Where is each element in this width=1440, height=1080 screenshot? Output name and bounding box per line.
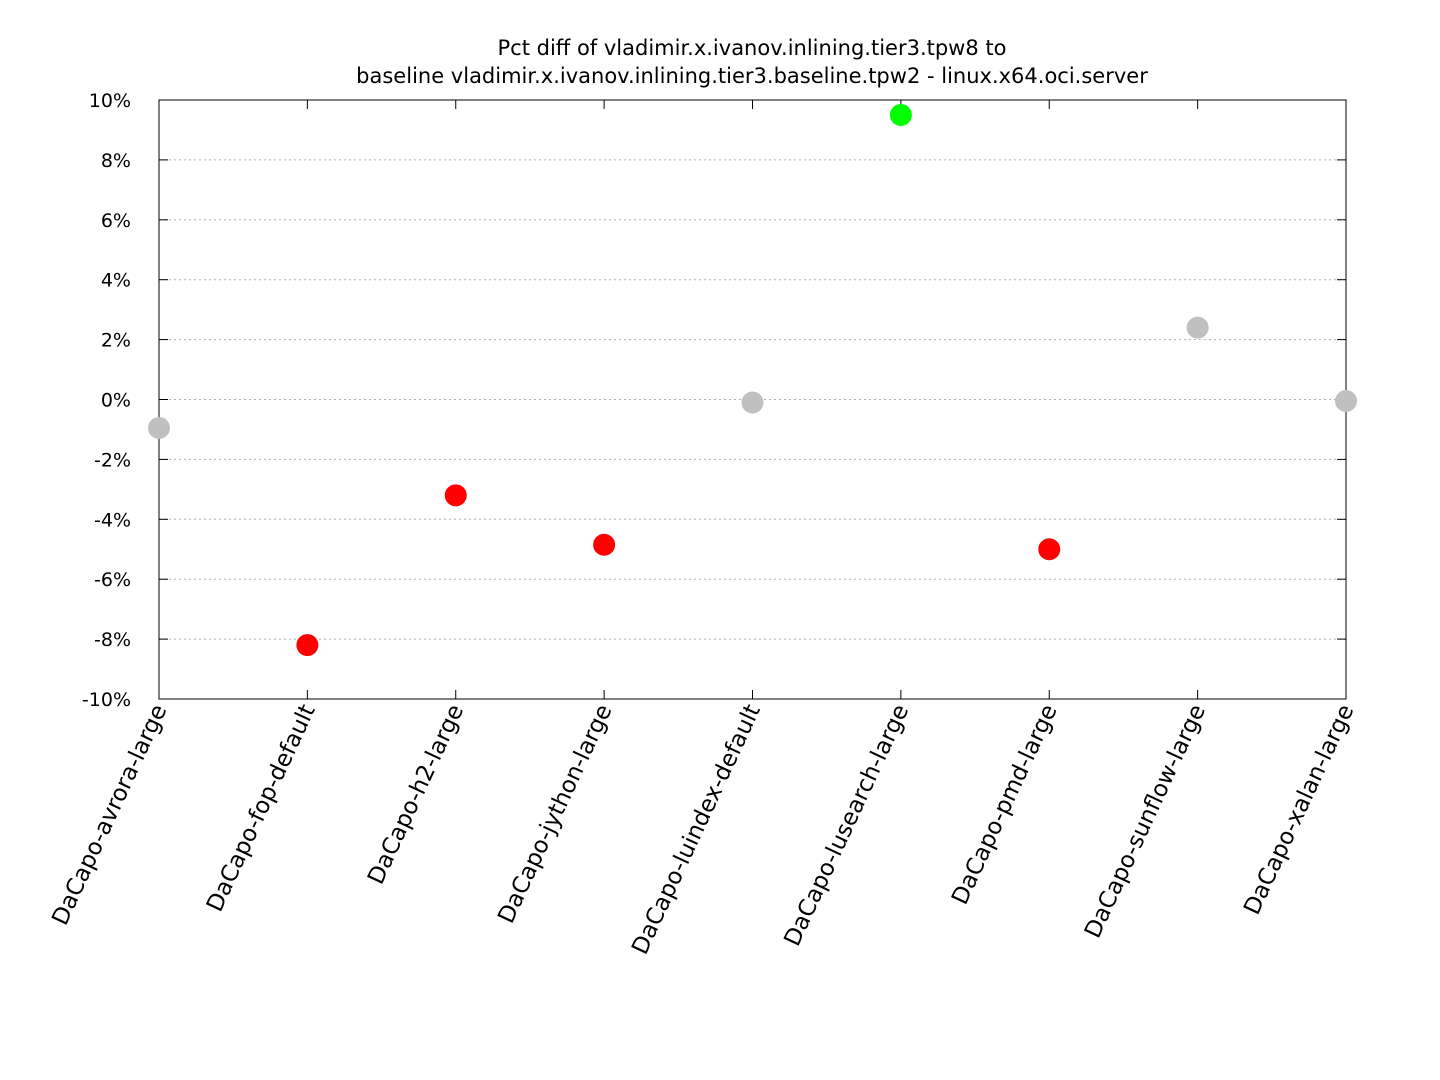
y-tick-label: 8%: [101, 150, 131, 172]
category-label: DaCapo-lusearch-large: [779, 701, 914, 951]
category-label: DaCapo-sunflow-large: [1080, 701, 1211, 943]
data-point-improvement: [889, 103, 912, 126]
y-tick-label: -4%: [94, 509, 131, 531]
y-tick-label: -6%: [94, 569, 131, 591]
point-layer: [148, 103, 1357, 657]
y-tick-label: 6%: [101, 210, 131, 232]
y-tick-label: -10%: [82, 689, 131, 711]
data-point-neutral: [1335, 389, 1357, 412]
data-point-regression: [444, 484, 467, 507]
category-label: DaCapo-fop-default: [202, 701, 321, 916]
category-label: DaCapo-xalan-large: [1239, 701, 1359, 919]
category-label: DaCapo-h2-large: [363, 701, 469, 889]
category-label: DaCapo-pmd-large: [947, 701, 1063, 909]
category-label: DaCapo-avrora-large: [47, 701, 172, 930]
data-point-regression: [593, 533, 616, 556]
y-tick-label: -2%: [94, 449, 131, 471]
data-point-neutral: [741, 391, 764, 414]
data-point-regression: [296, 634, 319, 657]
category-label: DaCapo-jython-large: [493, 701, 617, 928]
y-tick-label: 2%: [101, 330, 131, 352]
y-tick-label: 10%: [89, 90, 131, 112]
y-tick-label: -8%: [94, 629, 131, 651]
chart-title-line2: baseline vladimir.x.ivanov.inlining.tier…: [356, 64, 1148, 88]
chart-title-line1: Pct diff of vladimir.x.ivanov.inlining.t…: [498, 36, 1007, 60]
data-point-neutral: [1186, 316, 1209, 339]
y-tick-label: 4%: [101, 270, 131, 292]
y-tick-label: 0%: [101, 390, 131, 412]
data-point-neutral: [148, 416, 170, 439]
category-label: DaCapo-luindex-default: [627, 701, 766, 959]
data-point-regression: [1038, 538, 1061, 561]
